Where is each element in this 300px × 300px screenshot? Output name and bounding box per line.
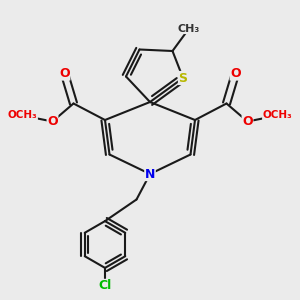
Text: O: O	[230, 67, 241, 80]
Text: Cl: Cl	[98, 279, 112, 292]
Text: N: N	[145, 167, 155, 181]
Text: O: O	[242, 115, 253, 128]
Text: O: O	[59, 67, 70, 80]
Text: S: S	[178, 71, 188, 85]
Text: CH₃: CH₃	[178, 23, 200, 34]
Text: OCH₃: OCH₃	[8, 110, 38, 121]
Text: O: O	[47, 115, 58, 128]
Text: OCH₃: OCH₃	[262, 110, 292, 121]
